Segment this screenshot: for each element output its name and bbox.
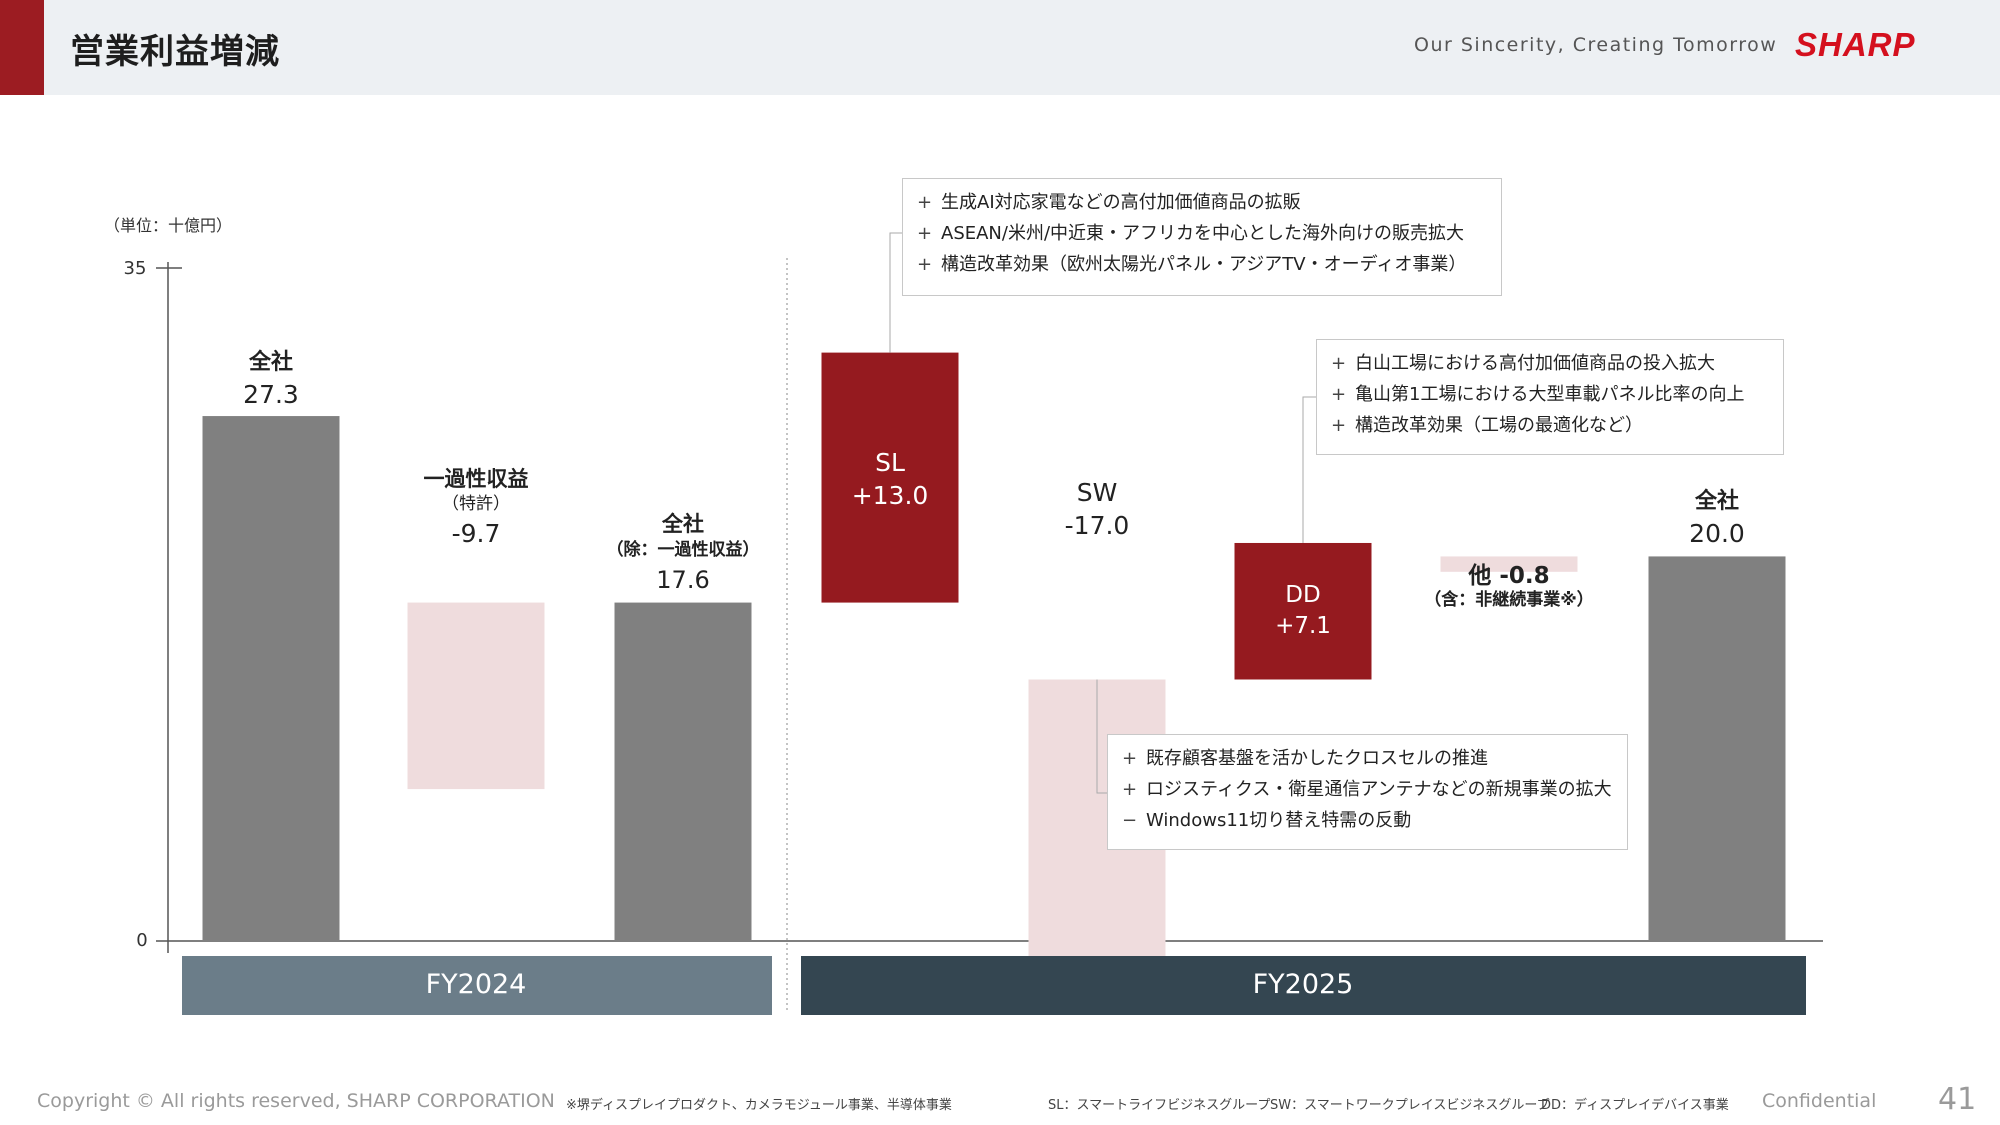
bar-b6 (1234, 542, 1372, 680)
bar-label-total-fy25: 全社 20.0 (1689, 489, 1745, 548)
bar-label-total-excl: 全社 （除：一過性収益） 17.6 (606, 512, 760, 594)
page-title: 営業利益増減 (70, 32, 280, 72)
sl-note-connector (889, 232, 902, 353)
confidential-label: Confidential (1762, 1090, 1877, 1112)
sw-note-box: + 既存顧客基盤を活かしたクロスセルの推進 + ロジスティクス・衛星通信アンテナなど… (1107, 734, 1628, 850)
bar-b2 (407, 602, 545, 790)
note-row: + 白山工場における高付加価値商品の投入拡大 (1331, 353, 1715, 374)
group-bar-fy2025 (801, 956, 1806, 1015)
bar-label-total-fy24: 全社 27.3 (243, 350, 299, 409)
bar-b1 (202, 416, 340, 941)
sw-definition: SW：スマートワークプレイスビジネスグループ (1270, 1098, 1550, 1113)
group-bar-fy2024 (182, 956, 772, 1015)
bar-b7 (1440, 556, 1578, 572)
bar-label-other: 他 -0.8 （含：非継続事業※） (1424, 563, 1594, 610)
header-accent (0, 0, 44, 95)
unit-label: （単位：十億円） (103, 216, 233, 235)
note-row: − Windows11切り替え特需の反動 (1122, 810, 1412, 831)
bar-label-sl: SL +13.0 (851, 448, 929, 510)
group-label-fy2024: FY2024 (425, 969, 527, 1000)
sl-definition: SL：スマートライフビジネスグループ (1048, 1098, 1271, 1113)
y-tick-label-0: 0 (136, 930, 148, 951)
bar-b4 (821, 352, 959, 603)
dd-definition: DD：ディスプレイデバイス事業 (1541, 1098, 1729, 1113)
dd-note-box: + 白山工場における高付加価値商品の投入拡大 + 亀山第1工場における大型車載パネル… (1316, 339, 1784, 455)
bar-label-dd: DD +7.1 (1275, 582, 1331, 639)
page-number: 41 (1938, 1082, 1977, 1117)
header-bar: 営業利益増減 Our Sincerity, Creating Tomorrow … (0, 0, 2000, 95)
bar-b8 (1648, 556, 1786, 941)
bar-label-oneoff: 一過性収益 （特許） -9.7 (423, 467, 529, 548)
note-row: + 生成AI対応家電などの高付加価値商品の拡販 (917, 192, 1301, 213)
note-row: + ロジスティクス・衛星通信アンテナなどの新規事業の拡大 (1122, 779, 1612, 800)
dd-note-connector (1302, 396, 1316, 543)
note-row: + ASEAN/米州/中近東・アフリカを中心とした海外向けの販売拡大 (917, 223, 1465, 244)
note-row: + 構造改革効果（欧州太陽光パネル・アジアTV・オーディオ事業） (917, 254, 1467, 275)
sharp-logo: SHARP (1795, 26, 1916, 63)
sw-note-connector (1096, 679, 1107, 794)
group-label-fy2025: FY2025 (1252, 969, 1354, 1000)
tagline: Our Sincerity, Creating Tomorrow (1414, 34, 1778, 56)
sl-note-box: + 生成AI対応家電などの高付加価値商品の拡販 + ASEAN/米州/中近東・アフリ… (902, 178, 1502, 296)
note-row: + 亀山第1工場における大型車載パネル比率の向上 (1331, 384, 1745, 405)
bar-b3 (614, 602, 752, 941)
y-tick-label-35: 35 (123, 258, 147, 279)
note-row: + 構造改革効果（工場の最適化など） (1331, 415, 1643, 436)
bar-label-sw: SW -17.0 (1064, 478, 1130, 540)
note-row: + 既存顧客基盤を活かしたクロスセルの推進 (1122, 748, 1488, 769)
copyright: Copyright © All rights reserved, SHARP C… (37, 1090, 555, 1112)
footnote: ※堺ディスプレイプロダクト、カメラモジュール事業、半導体事業 (566, 1098, 952, 1113)
